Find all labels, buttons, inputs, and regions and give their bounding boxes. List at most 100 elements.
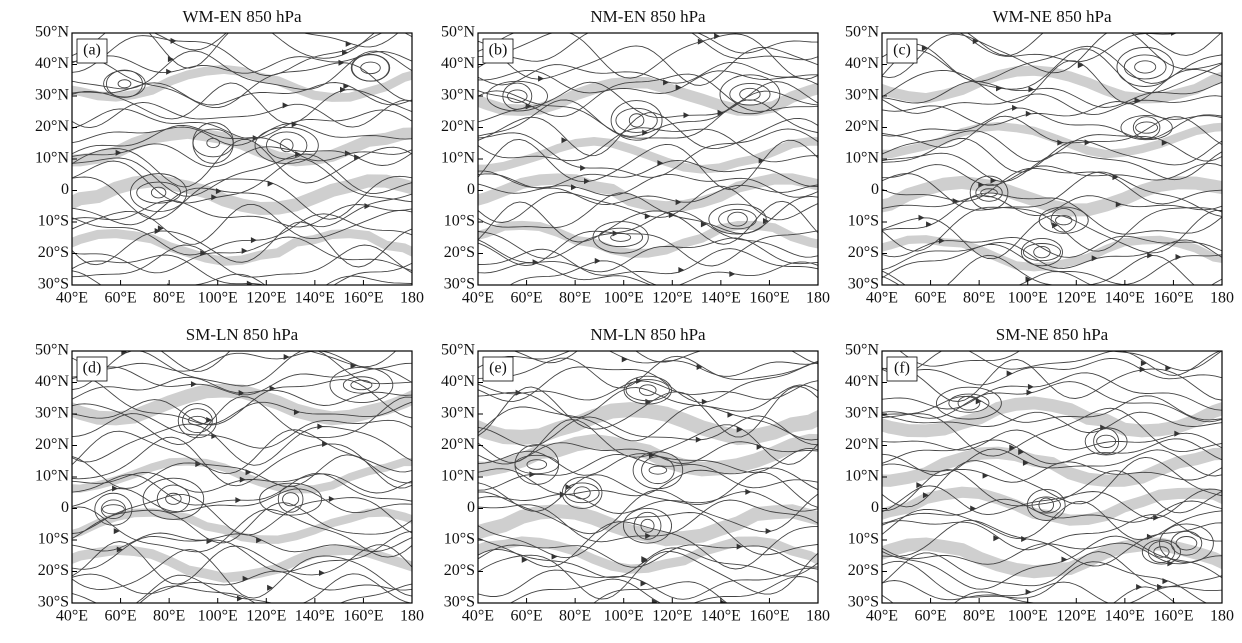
arrow-head: [283, 354, 290, 361]
streamline: [478, 183, 818, 205]
arrow-head: [328, 495, 335, 502]
streamline: [139, 583, 412, 603]
streamline: [966, 33, 1222, 56]
lat-label: 40°N: [35, 373, 69, 390]
lat-label: 30°S: [848, 594, 879, 611]
vortex: [598, 227, 644, 248]
streamline: [882, 130, 1222, 163]
streamline: [72, 399, 412, 425]
vortex: [266, 131, 308, 160]
streamline: [72, 351, 412, 372]
arrow-head: [291, 121, 298, 128]
arrow-head: [736, 543, 743, 550]
arrow-head: [584, 178, 591, 185]
arrow-head: [714, 33, 721, 40]
lon-label: 140°E: [1105, 608, 1145, 625]
lon-label: 40°E: [56, 290, 88, 307]
lon-label: 140°E: [701, 608, 741, 625]
vortex: [206, 137, 220, 149]
vortex: [640, 518, 655, 533]
lon-label: 180: [806, 608, 830, 625]
streamline: [882, 138, 1222, 173]
arrow-head: [644, 213, 651, 220]
streamline: [882, 359, 1222, 402]
lat-label: 10°N: [35, 150, 69, 167]
arrow-head: [1091, 255, 1098, 262]
arrow-head: [215, 188, 222, 195]
streamline: [882, 586, 1176, 603]
vortex: [623, 375, 672, 405]
lat-label: 30°S: [38, 276, 69, 293]
arrow-head: [238, 390, 245, 397]
arrow-head: [1077, 62, 1084, 69]
lon-label: 60°E: [510, 290, 542, 307]
lat-label: 10°S: [848, 213, 879, 230]
arrow-head: [190, 381, 197, 388]
streamline: [72, 199, 412, 228]
vortex: [526, 459, 548, 470]
streamline: [478, 81, 818, 123]
lat-label: 10°N: [845, 150, 879, 167]
lon-label: 40°E: [56, 608, 88, 625]
vortex: [105, 69, 143, 98]
lat-label: 0: [61, 499, 69, 516]
streamline: [478, 521, 818, 570]
arrow-head: [916, 482, 923, 489]
map-panel: (b) NM-EN 850 hPa 50°N 40°N 30°N 20°N 10°N 0 10°…: [441, 7, 830, 307]
streamline: [72, 413, 412, 449]
panel-label: (d): [83, 360, 102, 377]
arrow-head: [200, 250, 207, 257]
arrow-head: [621, 356, 628, 363]
streamline: [72, 423, 412, 466]
arrow-head: [167, 56, 174, 63]
lon-label: 160°E: [749, 290, 789, 307]
lon-label: 40°E: [866, 290, 898, 307]
streamline: [478, 551, 818, 600]
vortex: [150, 186, 167, 199]
panel-title: WM-NE 850 hPa: [993, 7, 1112, 26]
arrow-head: [990, 177, 997, 184]
vortex: [254, 126, 319, 164]
streamline: [882, 500, 1222, 541]
lon-label: 40°E: [462, 608, 494, 625]
lon-label: 80°E: [153, 290, 185, 307]
vortex: [641, 456, 675, 485]
map-panel: (c) WM-NE 850 hPa 50°N 40°N 30°N 20°N 10°N 0 10°…: [845, 7, 1234, 307]
streamline: [882, 407, 1222, 457]
lon-label: 60°E: [914, 290, 946, 307]
vortex: [625, 379, 670, 402]
arrow-head: [970, 505, 977, 512]
lat-label: 10°S: [848, 531, 879, 548]
arrow-head: [113, 528, 120, 535]
vortex: [514, 444, 560, 485]
wind-band: [72, 508, 412, 544]
vortex: [1147, 541, 1176, 564]
lon-label: 100°E: [1008, 290, 1048, 307]
arrow-head: [551, 553, 558, 560]
vortex: [342, 376, 380, 394]
vortex: [1153, 546, 1170, 558]
vortex: [94, 492, 133, 526]
streamline: [882, 448, 1222, 477]
arrow-head: [668, 212, 675, 219]
vortex: [117, 79, 132, 89]
streamline: [593, 581, 728, 603]
arrow-head: [116, 546, 123, 553]
vortex: [1132, 116, 1161, 139]
streamline: [478, 261, 818, 285]
arrow-head: [758, 157, 765, 164]
lon-label: 140°E: [295, 290, 335, 307]
lat-label: 40°N: [441, 55, 475, 72]
lon-label: 100°E: [1008, 608, 1048, 625]
arrow-head: [344, 150, 351, 157]
lon-label: 40°E: [462, 290, 494, 307]
streamline: [478, 138, 818, 191]
streamline: [478, 567, 818, 600]
lat-label: 0: [871, 181, 879, 198]
arrow-head: [1140, 360, 1147, 367]
streamline: [72, 33, 412, 76]
panel-label-box: [886, 38, 918, 64]
lon-label: 160°E: [343, 290, 383, 307]
vortex: [192, 122, 234, 164]
vortex: [360, 61, 381, 75]
